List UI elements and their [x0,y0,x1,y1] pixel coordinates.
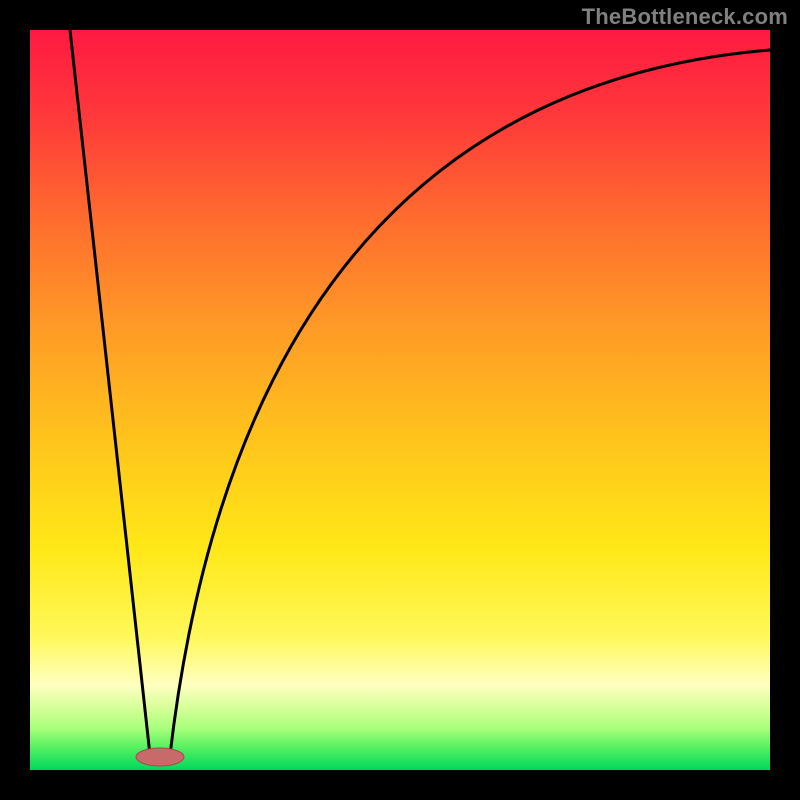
bottleneck-chart [0,0,800,800]
optimal-marker [136,748,184,766]
plot-background [30,30,770,770]
watermark-text: TheBottleneck.com [582,4,788,30]
